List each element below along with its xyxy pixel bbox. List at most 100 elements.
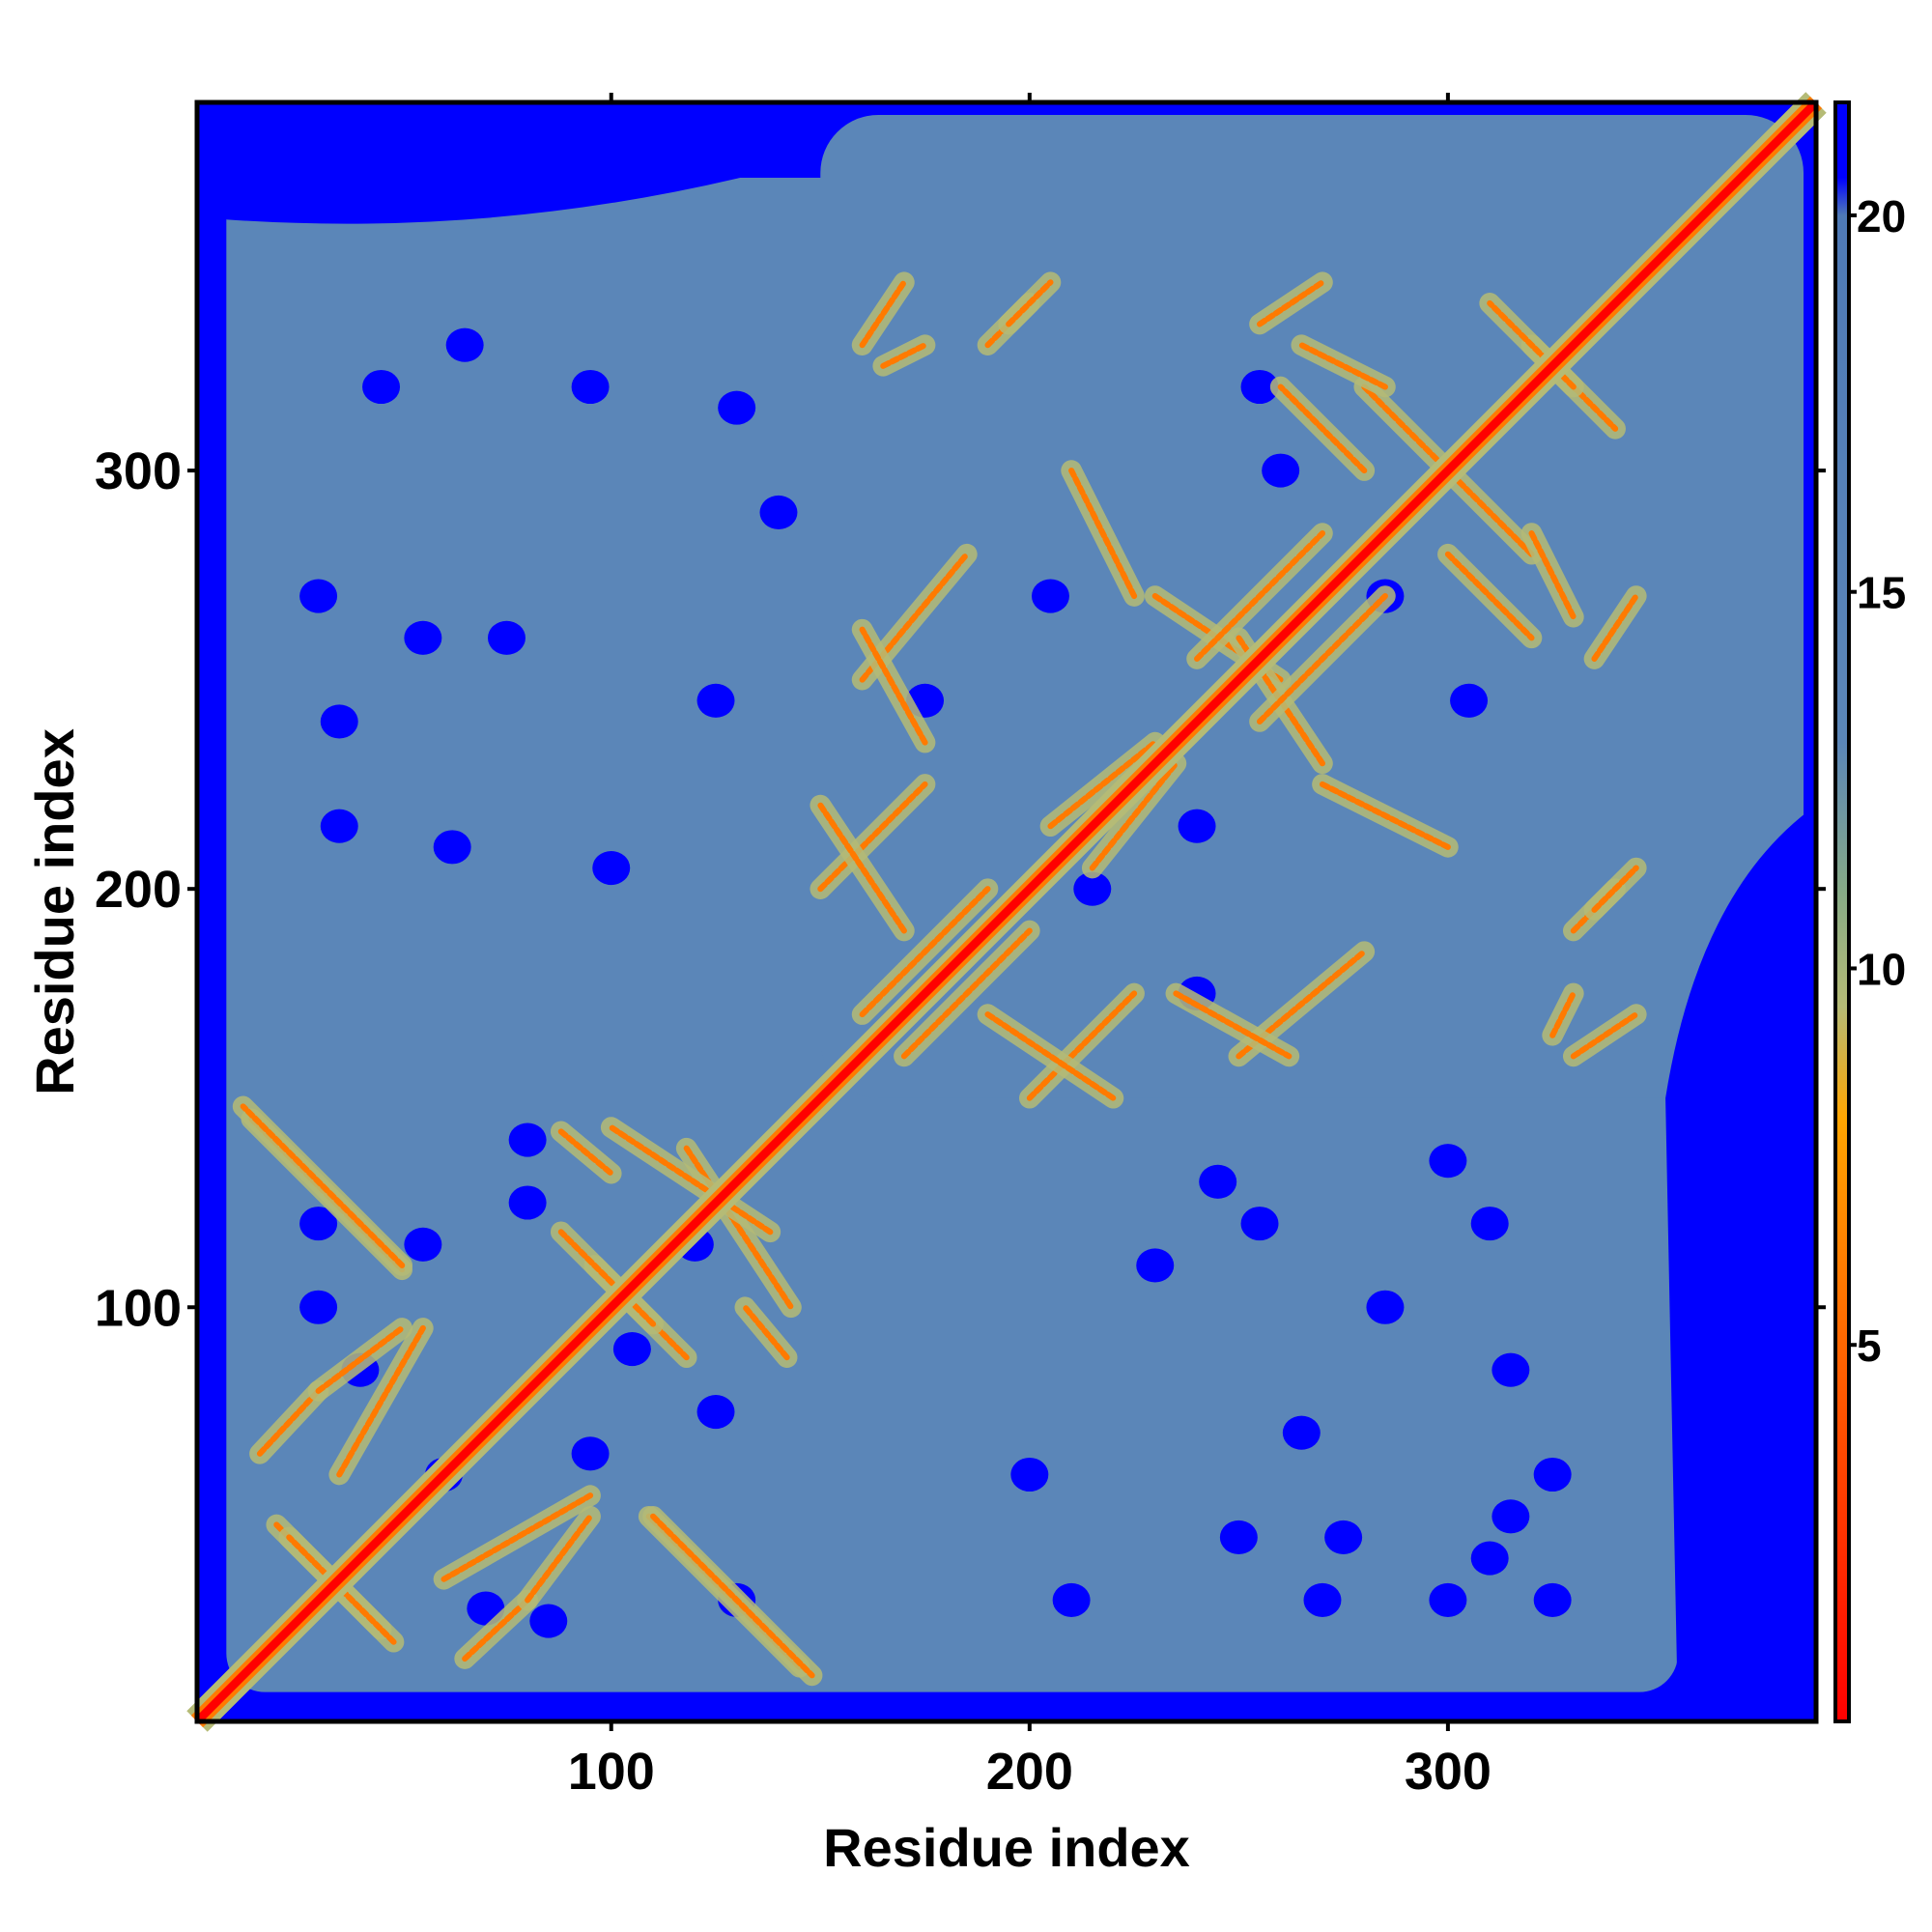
far-region-42 (571, 1436, 610, 1471)
contact-line-13-1 (1047, 739, 1158, 830)
y-axis-title: Residue index (24, 728, 85, 1095)
heatmap-contact-lines (232, 271, 1647, 1687)
contact-line-15-0 (1256, 592, 1388, 724)
contact-line-10-1 (1026, 990, 1138, 1101)
heatmap (186, 92, 1827, 1732)
contact-line-16-0 (1361, 384, 1451, 474)
y-tick-label-200: 200 (95, 861, 182, 919)
far-region-3 (320, 704, 358, 739)
contact-line-5-1 (742, 1304, 790, 1361)
contact-line-17-1 (1277, 384, 1368, 474)
far-region-10 (362, 369, 401, 405)
far-region-20 (1450, 683, 1489, 718)
contact-line-16-1 (1444, 468, 1535, 557)
diagonal-core (193, 99, 1820, 1725)
far-region-32 (1533, 1457, 1572, 1492)
contact-line-21-1 (1591, 592, 1639, 663)
contact-line-22-0 (1173, 990, 1293, 1060)
contact-line-24-0 (1528, 530, 1577, 620)
contact-line-15-1 (1194, 530, 1326, 663)
colorbar: 5 10 15 20 (1833, 100, 1906, 1723)
colorbar-tick-label-20: 20 (1857, 191, 1906, 242)
contact-line-5-0 (557, 1128, 614, 1177)
y-tick-label-300: 300 (95, 442, 182, 500)
far-region-17 (1240, 369, 1279, 405)
contact-line-21-0 (1256, 279, 1326, 327)
far-region-28 (1429, 1582, 1467, 1617)
far-region-24 (1303, 1582, 1342, 1617)
far-region-31 (1470, 1207, 1509, 1241)
heatmap-diagonal (186, 92, 1827, 1732)
far-region-14 (1031, 579, 1069, 613)
x-axis-title: Residue index (823, 1817, 1190, 1878)
far-region-5 (433, 830, 471, 865)
far-region-26 (1010, 1457, 1049, 1492)
far-region-37 (508, 1122, 547, 1157)
far-region-27 (1052, 1582, 1091, 1617)
contact-line-23-0 (1319, 781, 1451, 850)
far-region-52 (1366, 1290, 1405, 1324)
contact-line-19-1 (1549, 990, 1577, 1038)
x-tick-label-300: 300 (1405, 1743, 1492, 1801)
colorbar-tick-label-10: 10 (1857, 944, 1906, 994)
contact-region-trim-right (1665, 805, 1816, 1721)
far-region-23 (1324, 1520, 1363, 1554)
far-region-1 (404, 620, 442, 655)
far-region-48 (1282, 1415, 1321, 1450)
x-tick-label-200: 200 (986, 1743, 1073, 1801)
colorbar-ticks: 5 10 15 20 (1849, 191, 1906, 1371)
contact-region-trim-top (197, 102, 821, 224)
contact-line-24-1 (1298, 342, 1388, 390)
contact-line-19-0 (880, 342, 928, 369)
far-region-34 (299, 1290, 338, 1324)
contact-line-8-1 (240, 1103, 406, 1268)
contact-line-11-1 (859, 886, 991, 1018)
far-region-49 (1470, 1541, 1509, 1576)
contact-line-7-0 (683, 1145, 794, 1311)
far-region-7 (445, 327, 484, 362)
far-region-35 (299, 1207, 338, 1241)
far-region-16 (1178, 809, 1216, 843)
far-region-46 (696, 1394, 735, 1430)
contact-line-13-0 (1089, 760, 1179, 871)
contact-line-25-1 (859, 279, 907, 349)
far-region-36 (404, 1227, 442, 1262)
contact-line-10-0 (817, 781, 928, 893)
y-axis-ticks: 100 200 300 (95, 442, 1826, 1337)
far-region-25 (1219, 1520, 1258, 1554)
contact-line-1-0 (256, 1387, 322, 1457)
x-axis-ticks: 100 200 300 (568, 93, 1492, 1801)
far-region-51 (1240, 1207, 1279, 1241)
contact-line-12-0 (984, 1011, 1117, 1101)
contact-line-2-1 (525, 1513, 594, 1604)
contact-line-2-0 (315, 1324, 406, 1394)
far-region-22 (1199, 1164, 1237, 1199)
contact-line-26-1 (1006, 279, 1054, 327)
far-region-8 (571, 369, 610, 405)
colorbar-tick-label-15: 15 (1857, 568, 1906, 618)
far-region-18 (1262, 453, 1300, 488)
far-region-11 (759, 495, 798, 529)
contact-line-4-0 (440, 1492, 594, 1582)
contact-line-8-0 (650, 1513, 815, 1679)
far-region-47 (1136, 1248, 1175, 1283)
far-region-12 (696, 683, 735, 718)
far-region-53 (1429, 1144, 1467, 1179)
contact-line-11-0 (900, 927, 1033, 1060)
far-region-50 (1492, 1499, 1530, 1534)
contact-line-4-1 (336, 1324, 426, 1478)
contact-line-26-0 (1591, 865, 1639, 913)
contact-line-22-1 (859, 626, 928, 746)
far-region-6 (592, 850, 631, 886)
contact-line-17-0 (1444, 551, 1535, 641)
far-region-41 (529, 1604, 568, 1638)
y-tick-label-100: 100 (95, 1279, 182, 1337)
far-region-4 (320, 809, 358, 843)
contact-line-12-1 (817, 802, 907, 934)
contact-line-1-1 (462, 1597, 531, 1662)
far-region-0 (299, 579, 338, 613)
far-region-40 (508, 1185, 547, 1220)
contact-line-23-1 (1068, 468, 1138, 600)
colorbar-tick-label-5: 5 (1857, 1321, 1882, 1371)
far-region-43 (612, 1332, 651, 1367)
